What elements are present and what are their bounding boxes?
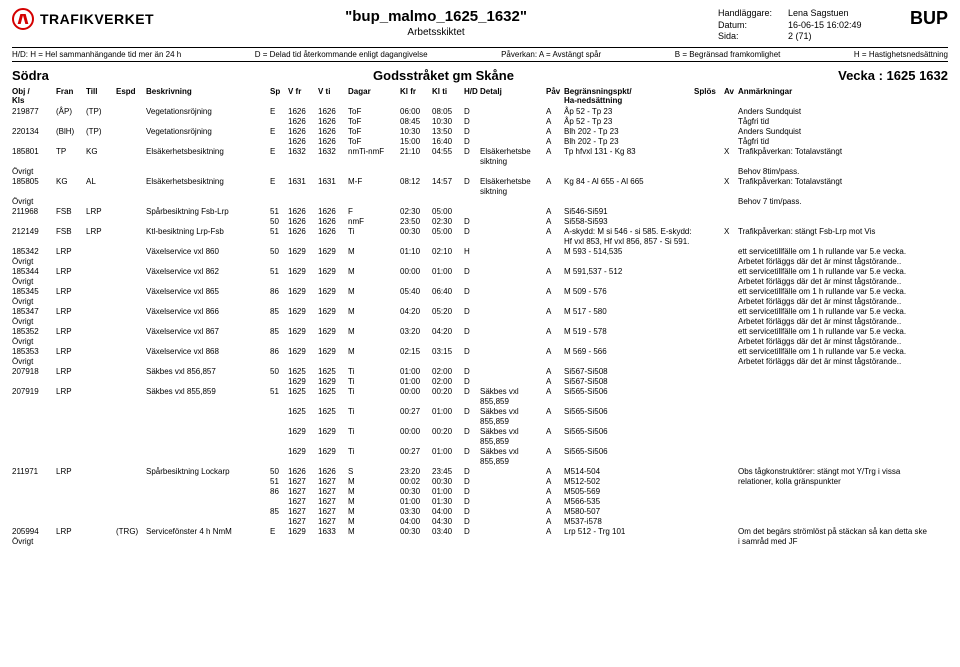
table-row: 185801TPKGElsäkerhetsbesiktningE16321632… xyxy=(12,147,948,167)
table-row: 16291629Ti00:2701:00DSäkbes vxl 855,859A… xyxy=(12,447,948,467)
table-row: 185342LRPVäxelservice vxl 8605016291629M… xyxy=(12,247,948,257)
section-right: Vecka : 1625 1632 xyxy=(838,68,948,83)
col-det: Detalj xyxy=(480,87,546,105)
col-splos: Splös xyxy=(694,87,724,105)
table-row: 16291629Ti00:0000:20DSäkbes vxl 855,859A… xyxy=(12,427,948,447)
title-block: "bup_malmo_1625_1632" Arbetsskiktet xyxy=(154,8,718,38)
table-row: 207918LRPSäkbes vxl 856,8575016251625Ti0… xyxy=(12,367,948,377)
meta-wrap: Handläggare:Lena Sagstuen Datum:16-06-15… xyxy=(718,8,948,43)
table-row: 211968FSBLRPSpårbesiktning Fsb-Lrp511626… xyxy=(12,207,948,217)
table-row: 5016261626nmF23:5002:30DASi558-Si593 xyxy=(12,217,948,227)
ovrigt-row: ÖvrigtArbetet förläggs där det är minst … xyxy=(12,297,948,307)
table-row: 211971LRPSpårbesiktning Lockarp501626162… xyxy=(12,467,948,477)
col-vti: V ti xyxy=(318,87,348,105)
legend-4: B = Begränsad framkomlighet xyxy=(675,50,781,59)
section-center: Godsstråket gm Skåne xyxy=(373,68,514,83)
ovrigt-row: ÖvrigtArbetet förläggs där det är minst … xyxy=(12,337,948,347)
legend-1: H/D: H = Hel sammanhängande tid mer än 2… xyxy=(12,50,181,59)
table-row: 16271627M01:0001:30DAM566-535 xyxy=(12,497,948,507)
table-row: 185345LRPVäxelservice vxl 8658616291629M… xyxy=(12,287,948,297)
col-hd: H/D xyxy=(464,87,480,105)
meta-handlaggare-label: Handläggare: xyxy=(718,8,788,20)
col-fran: Fran xyxy=(56,87,86,105)
col-vfr: V fr xyxy=(288,87,318,105)
table-row: 205994LRP(TRG)Servicefönster 4 h NmME162… xyxy=(12,527,948,537)
col-anm: Anmärkningar xyxy=(738,87,948,105)
table-row: 16261626ToF08:4510:30DAÅp 52 - Tp 23Tågf… xyxy=(12,117,948,127)
meta-sida-label: Sida: xyxy=(718,31,788,43)
table-row: 185344LRPVäxelservice vxl 8625116291629M… xyxy=(12,267,948,277)
table-row: 219877(ÅP)(TP)VegetationsröjningE1626162… xyxy=(12,107,948,117)
col-besk: Beskrivning xyxy=(146,87,270,105)
col-dagar: Dagar xyxy=(348,87,400,105)
col-pav: Påv xyxy=(546,87,564,105)
table-row: 16251625Ti00:2701:00DSäkbes vxl 855,859A… xyxy=(12,407,948,427)
col-obj: Obj / xyxy=(12,87,30,96)
table-row: 8616271627M00:3001:00DAM505-569 xyxy=(12,487,948,497)
main-title: "bup_malmo_1625_1632" xyxy=(154,8,718,25)
logo-block: TRAFIKVERKET xyxy=(12,8,154,30)
meta-handlaggare-value: Lena Sagstuen xyxy=(788,8,849,20)
table-row: 16261626ToF15:0016:40DABlh 202 - Tp 23Tå… xyxy=(12,137,948,147)
table-row: 185347LRPVäxelservice vxl 8668516291629M… xyxy=(12,307,948,317)
table-row: 185353LRPVäxelservice vxl 8688616291629M… xyxy=(12,347,948,357)
table-row: 212149FSBLRPKtl-besiktning Lrp-Fsb511626… xyxy=(12,227,948,247)
logo-text: TRAFIKVERKET xyxy=(40,11,154,27)
col-begr: Begränsningspkt/ xyxy=(564,87,632,96)
ovrigt-row: ÖvrigtArbetet förläggs där det är minst … xyxy=(12,257,948,267)
meta-block: Handläggare:Lena Sagstuen Datum:16-06-15… xyxy=(718,8,898,43)
col-sp: Sp xyxy=(270,87,288,105)
col-begr2: Ha-nedsättning xyxy=(564,96,622,105)
ovrigt-row: ÖvrigtArbetet förläggs där det är minst … xyxy=(12,317,948,327)
ovrigt-row: Övrigti samråd med JF xyxy=(12,537,948,547)
subtitle: Arbetsskiktet xyxy=(154,27,718,38)
col-av: Av xyxy=(724,87,738,105)
table-row: 207919LRPSäkbes vxl 855,8595116251625Ti0… xyxy=(12,387,948,407)
section-row: Södra Godsstråket gm Skåne Vecka : 1625 … xyxy=(12,68,948,83)
legend-5: H = Hastighetsnedsättning xyxy=(854,50,948,59)
ovrigt-row: ÖvrigtArbetet förläggs där det är minst … xyxy=(12,277,948,287)
col-klti: Kl ti xyxy=(432,87,464,105)
document-header: TRAFIKVERKET "bup_malmo_1625_1632" Arbet… xyxy=(12,8,948,43)
legend-row: H/D: H = Hel sammanhängande tid mer än 2… xyxy=(12,47,948,62)
table-row: 5116271627M00:0200:30DAM512-502relatione… xyxy=(12,477,948,487)
legend-3: Påverkan: A = Avstängt spår xyxy=(501,50,601,59)
table-row: 16271627M04:0004:30DAM537-i578 xyxy=(12,517,948,527)
table-row: 185805KGALElsäkerhetsbesiktningE16311631… xyxy=(12,177,948,197)
table-row: 8516271627M03:3004:00DAM580-507 xyxy=(12,507,948,517)
col-klfr: Kl fr xyxy=(400,87,432,105)
bup-label: BUP xyxy=(910,8,948,29)
trafikverket-logo-icon xyxy=(12,8,34,30)
table-row: 220134(BlH)(TP)VegetationsröjningE162616… xyxy=(12,127,948,137)
column-headers: Obj /Kls Fran Till Espd Beskrivning Sp V… xyxy=(12,87,948,107)
col-obj2: Kls xyxy=(12,96,24,105)
table-row: 185352LRPVäxelservice vxl 8678516291629M… xyxy=(12,327,948,337)
section-left: Södra xyxy=(12,68,49,83)
col-espd: Espd xyxy=(116,87,146,105)
ovrigt-row: ÖvrigtBehov 8tim/pass. xyxy=(12,167,948,177)
ovrigt-row: ÖvrigtBehov 7 tim/pass. xyxy=(12,197,948,207)
table-row: 16291629Ti01:0002:00DASi567-Si508 xyxy=(12,377,948,387)
legend-2: D = Delad tid återkommande enligt dagang… xyxy=(255,50,428,59)
meta-datum-label: Datum: xyxy=(718,20,788,32)
data-table: 219877(ÅP)(TP)VegetationsröjningE1626162… xyxy=(12,107,948,547)
meta-sida-value: 2 (71) xyxy=(788,31,812,43)
ovrigt-row: ÖvrigtArbetet förläggs där det är minst … xyxy=(12,357,948,367)
col-till: Till xyxy=(86,87,116,105)
meta-datum-value: 16-06-15 16:02:49 xyxy=(788,20,862,32)
